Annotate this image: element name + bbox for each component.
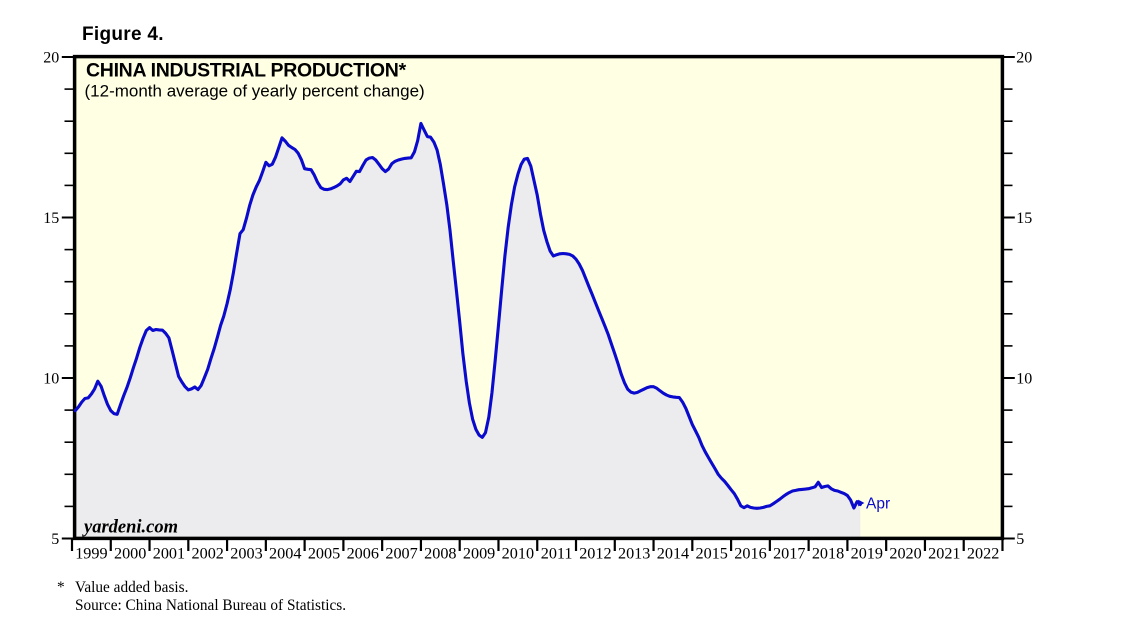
- svg-text:2008: 2008: [424, 544, 456, 562]
- svg-text:2002: 2002: [192, 544, 224, 562]
- svg-text:2001: 2001: [153, 544, 185, 562]
- svg-text:2020: 2020: [889, 544, 921, 562]
- svg-text:20: 20: [1016, 49, 1032, 66]
- svg-text:2015: 2015: [696, 544, 728, 562]
- svg-text:2016: 2016: [734, 544, 766, 562]
- svg-text:2011: 2011: [541, 544, 573, 562]
- svg-text:10: 10: [43, 370, 59, 387]
- svg-text:2007: 2007: [385, 544, 417, 562]
- svg-text:(12-month average of yearly pe: (12-month average of yearly percent chan…: [85, 82, 425, 101]
- svg-text:Value added basis.: Value added basis.: [75, 579, 188, 596]
- svg-text:2006: 2006: [347, 544, 379, 562]
- svg-text:1999: 1999: [75, 544, 107, 562]
- svg-text:2013: 2013: [618, 544, 650, 562]
- svg-text:2014: 2014: [657, 544, 689, 562]
- svg-text:2003: 2003: [230, 544, 262, 562]
- svg-text:2012: 2012: [579, 544, 611, 562]
- svg-text:2017: 2017: [773, 544, 805, 562]
- svg-text:15: 15: [1016, 210, 1032, 227]
- svg-text:*: *: [57, 579, 65, 596]
- svg-text:2019: 2019: [851, 544, 883, 562]
- svg-text:2009: 2009: [463, 544, 495, 562]
- svg-text:2022: 2022: [967, 544, 999, 562]
- svg-text:5: 5: [51, 531, 59, 548]
- svg-text:Apr: Apr: [866, 496, 890, 513]
- svg-text:5: 5: [1016, 531, 1024, 548]
- svg-text:2004: 2004: [269, 544, 301, 562]
- svg-text:2021: 2021: [928, 544, 960, 562]
- svg-text:Source: China National Bureau: Source: China National Bureau of Statist…: [75, 597, 346, 614]
- svg-text:2005: 2005: [308, 544, 340, 562]
- svg-text:10: 10: [1016, 370, 1032, 387]
- svg-text:2018: 2018: [812, 544, 844, 562]
- svg-text:Figure 4.: Figure 4.: [82, 24, 164, 45]
- svg-text:CHINA INDUSTRIAL PRODUCTION*: CHINA INDUSTRIAL PRODUCTION*: [86, 60, 407, 82]
- svg-text:2000: 2000: [114, 544, 146, 562]
- svg-text:15: 15: [43, 210, 59, 227]
- svg-text:yardeni.com: yardeni.com: [82, 518, 178, 538]
- svg-text:2010: 2010: [502, 544, 534, 562]
- svg-text:20: 20: [43, 49, 59, 66]
